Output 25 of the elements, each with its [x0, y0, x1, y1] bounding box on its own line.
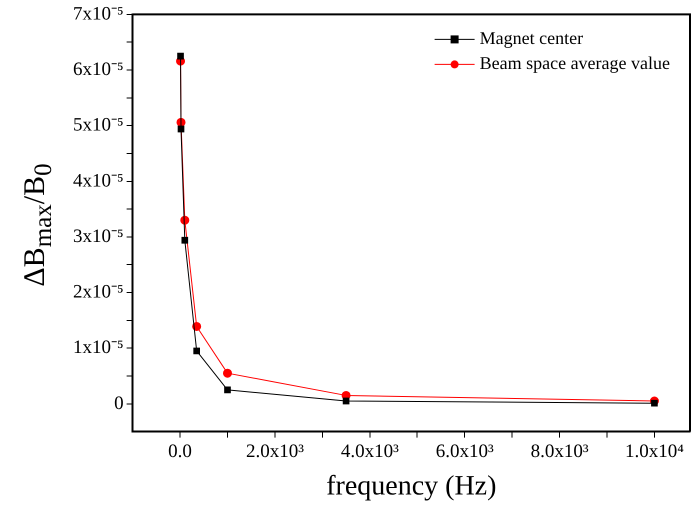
y-tick-label: 1x10⁻⁵	[73, 337, 124, 358]
x-tick-label: 6.0x10³	[436, 440, 494, 462]
point	[177, 52, 184, 60]
x-tick-label: 8.0x10³	[530, 440, 589, 462]
x-tick-label: 1.0x10⁴	[624, 440, 684, 462]
point	[193, 348, 200, 354]
legend-label: Beam space average value	[480, 53, 670, 74]
y-tick-label: 6x10⁻⁵	[73, 59, 124, 80]
point	[651, 400, 658, 407]
legend-label: Magnet center	[480, 28, 584, 48]
point	[178, 126, 184, 132]
point	[224, 386, 231, 394]
x-tick-label: 2.0x10³	[246, 440, 304, 462]
x-axis-title: frequency (Hz)	[326, 470, 496, 502]
y-tick-label: 0	[114, 392, 124, 414]
y-tick-label: 5x10⁻⁵	[73, 114, 124, 136]
point	[342, 398, 350, 404]
y-tick-label: 2x10⁻⁵	[73, 282, 124, 303]
y-tick-label: 4x10⁻⁵	[73, 170, 124, 192]
x-tick-label: 4.0x10³	[340, 440, 400, 462]
y-tick-label: 3x10⁻⁵	[73, 226, 124, 247]
point	[222, 368, 232, 378]
y-tick-label: 7x10⁻⁵	[73, 3, 124, 24]
point	[181, 236, 188, 244]
x-tick-label: 0.0	[168, 440, 192, 462]
